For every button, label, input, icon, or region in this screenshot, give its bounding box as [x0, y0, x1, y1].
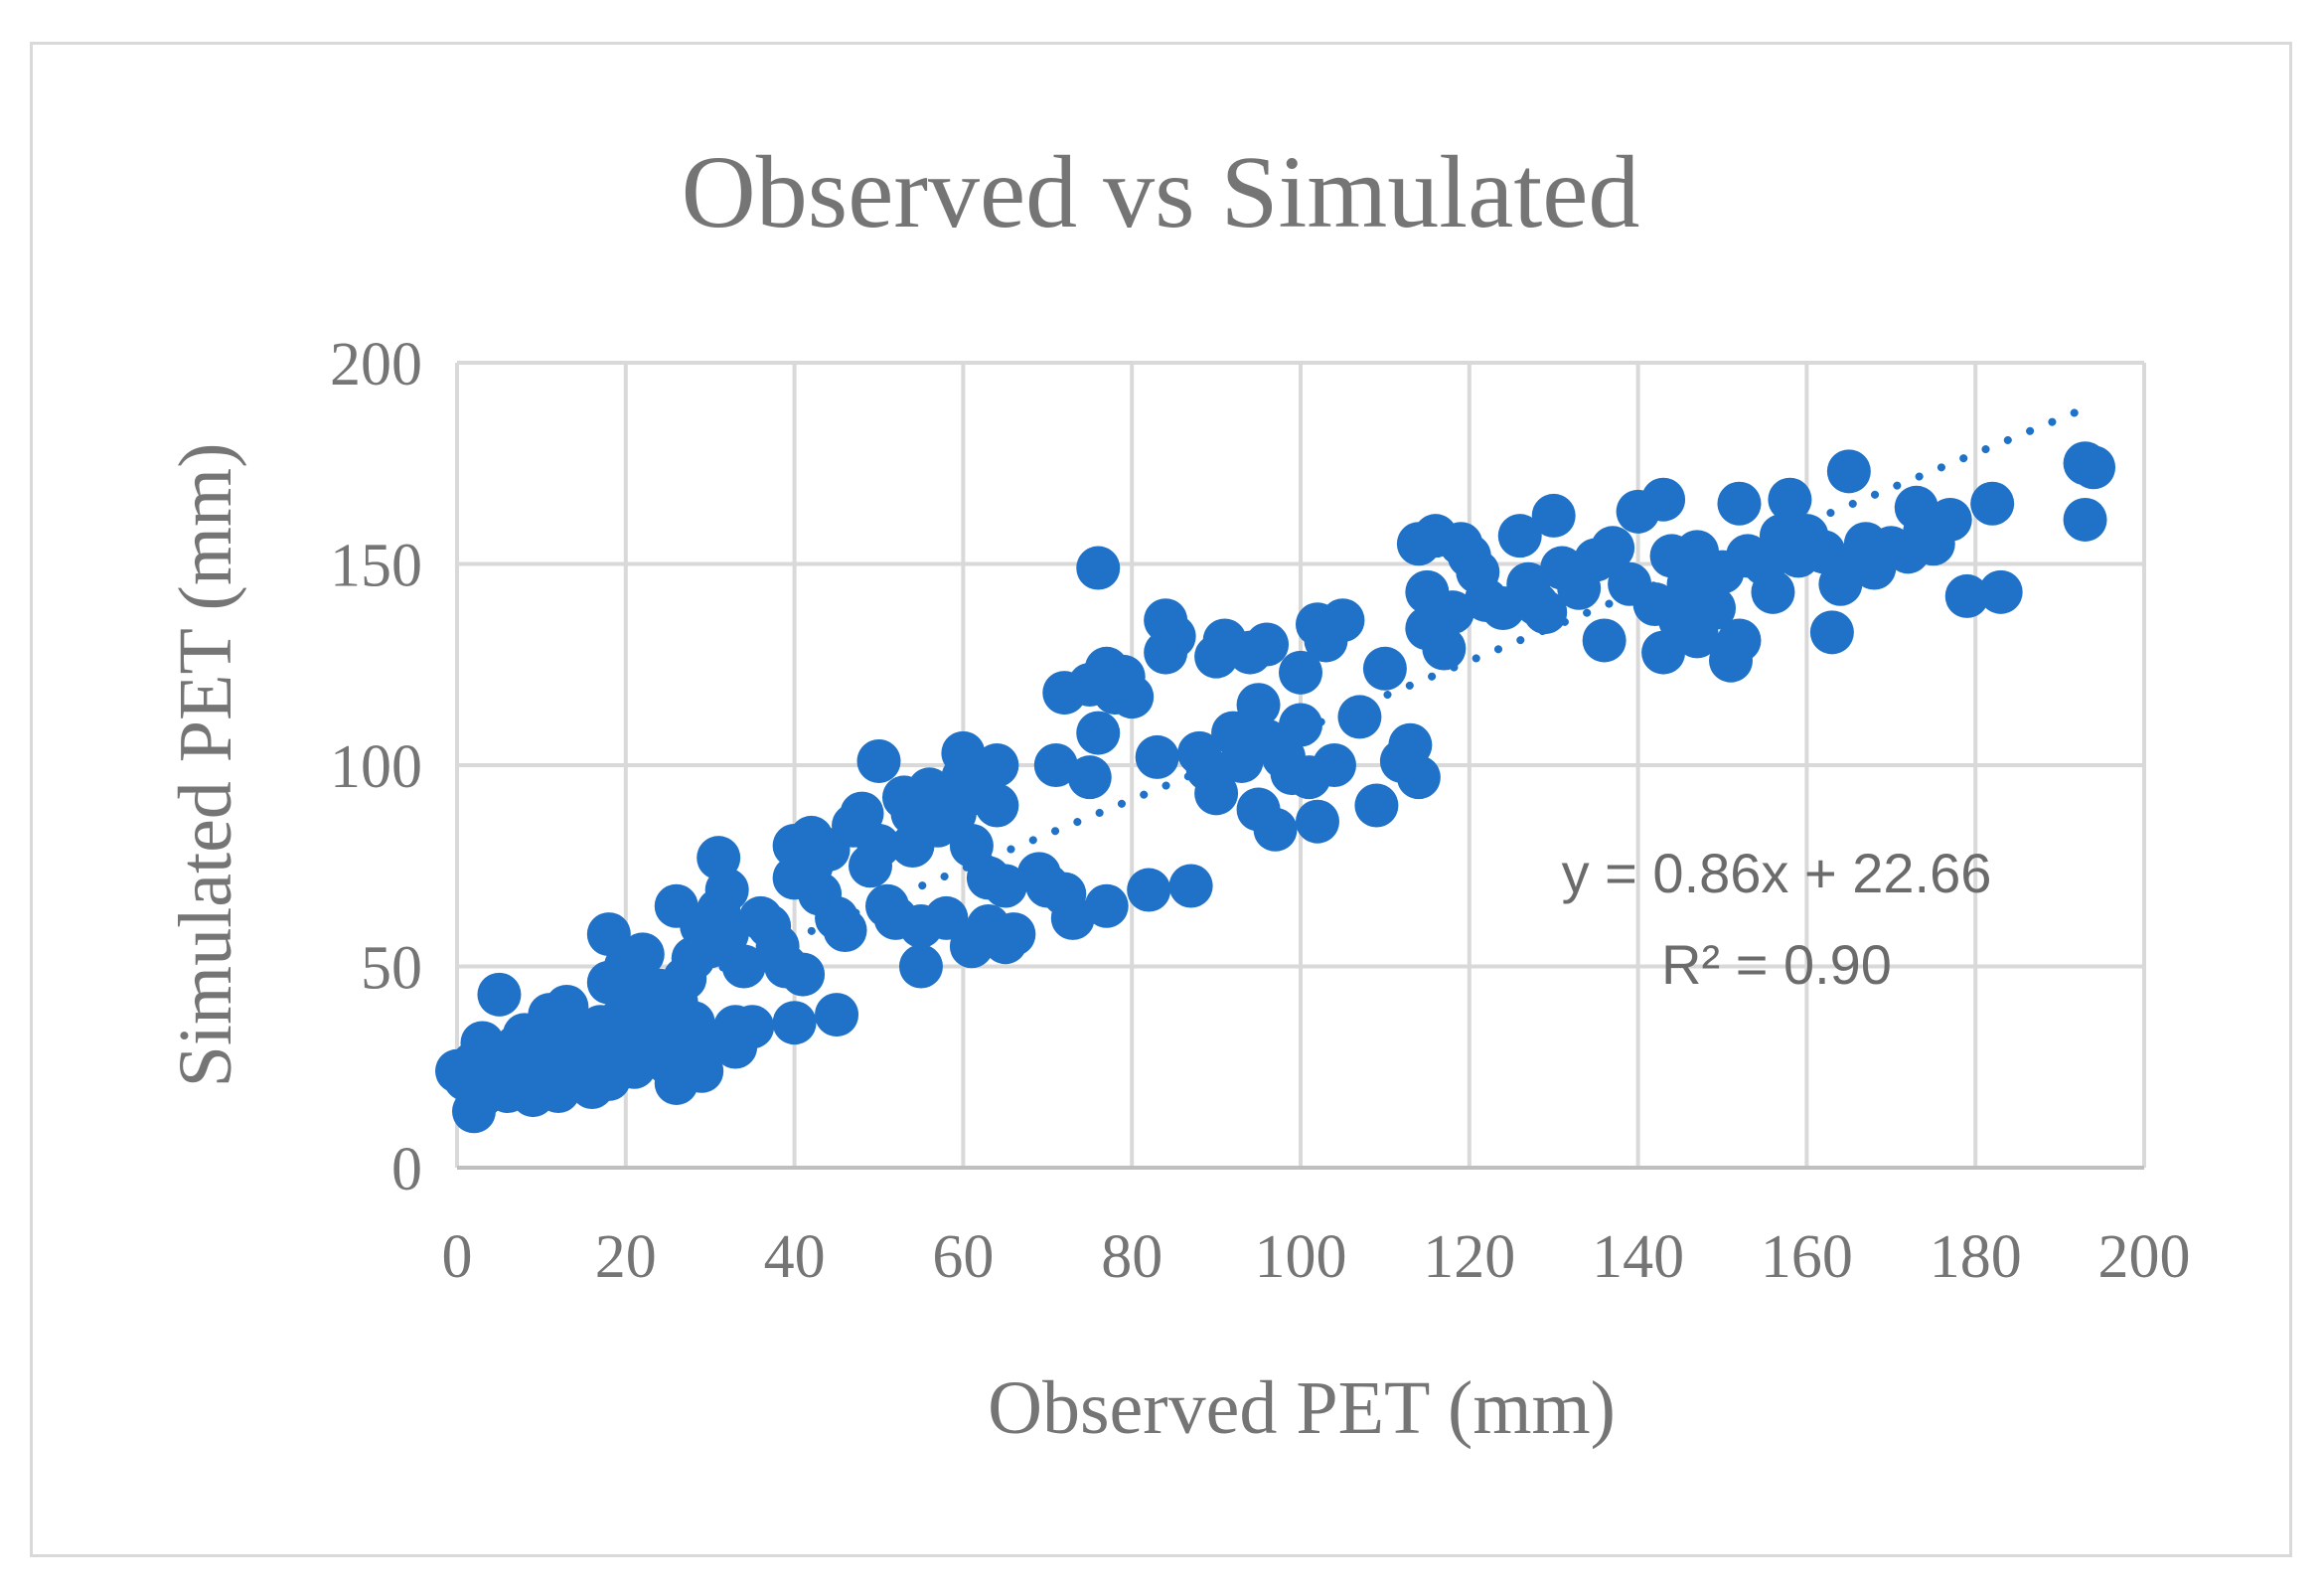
chart-title: Observed vs Simulated [682, 135, 1640, 249]
y-tick-label-0: 0 [391, 1136, 422, 1203]
data-point [815, 993, 859, 1037]
data-point [586, 912, 631, 957]
data-point [721, 944, 766, 989]
data-point [1396, 755, 1441, 800]
data-point [1279, 703, 1322, 747]
data-point [704, 912, 749, 957]
data-point [2063, 497, 2107, 542]
data-point [856, 738, 901, 783]
data-point [1751, 569, 1795, 614]
y-tick-label-50: 50 [361, 935, 422, 1003]
data-point [1582, 618, 1627, 663]
data-point [1067, 755, 1112, 800]
data-point [949, 824, 994, 868]
data-point [1422, 626, 1467, 671]
data-point [620, 932, 665, 977]
data-point [1320, 598, 1365, 643]
data-point [840, 791, 884, 836]
data-point [1497, 514, 1542, 558]
x-tick-label-200: 200 [2098, 1223, 2191, 1291]
data-point [1717, 481, 1762, 526]
data-point [924, 895, 969, 940]
data-point [1076, 546, 1121, 590]
data-point [975, 783, 1019, 828]
x-tick-label-180: 180 [1930, 1223, 2022, 1291]
y-tick-label-150: 150 [330, 533, 422, 600]
data-point [1978, 569, 2023, 614]
data-point [544, 985, 589, 1029]
data-point [1641, 477, 1686, 522]
data-point [823, 908, 867, 953]
data-point [1928, 497, 1972, 542]
y-axis-label: Simulated PET (mm) [164, 443, 247, 1088]
data-point [1152, 614, 1196, 659]
data-point [1033, 743, 1078, 787]
data-point [2072, 445, 2116, 490]
x-tick-label-20: 20 [595, 1223, 657, 1291]
x-tick-label-140: 140 [1592, 1223, 1684, 1291]
data-point [1337, 695, 1382, 739]
data-point [772, 1001, 817, 1045]
data-point [1801, 530, 1846, 574]
data-point [1717, 618, 1762, 663]
data-point [1362, 646, 1407, 691]
data-point [1084, 883, 1129, 928]
data-point [1279, 650, 1322, 695]
data-point [704, 868, 749, 912]
data-point [983, 864, 1027, 908]
x-tick-label-0: 0 [442, 1223, 473, 1291]
x-tick-label-60: 60 [932, 1223, 994, 1291]
data-point [1312, 743, 1356, 787]
data-point [1944, 573, 1989, 618]
x-tick-label-100: 100 [1255, 1223, 1347, 1291]
data-point [1168, 864, 1213, 908]
trendline-equation: y = 0.86x + 22.66 [1562, 842, 1992, 904]
data-point [781, 952, 826, 997]
data-point [1692, 586, 1737, 631]
data-point [1641, 630, 1686, 675]
data-point [1076, 711, 1121, 755]
data-point [1523, 590, 1568, 635]
data-point [975, 743, 1019, 787]
x-tick-label-40: 40 [764, 1223, 826, 1291]
data-point [898, 944, 943, 989]
x-tick-label-80: 80 [1101, 1223, 1162, 1291]
data-point [1135, 734, 1179, 779]
data-point [1127, 868, 1171, 912]
data-point [992, 912, 1036, 957]
data-point [1236, 683, 1281, 727]
data-point [1194, 771, 1239, 816]
data-point [1591, 526, 1635, 570]
data-point [1430, 590, 1474, 635]
data-point [1809, 610, 1854, 655]
data-point [1253, 807, 1298, 852]
data-point [730, 1005, 775, 1049]
x-axis-label: Observed PET (mm) [988, 1366, 1616, 1450]
data-point [1826, 449, 1871, 494]
data-point [1110, 675, 1155, 719]
data-point [1531, 493, 1576, 538]
x-tick-label-160: 160 [1761, 1223, 1853, 1291]
data-point [1245, 622, 1290, 667]
data-point [1970, 481, 2015, 526]
y-tick-label-200: 200 [330, 331, 422, 398]
data-point [856, 824, 901, 868]
x-tick-label-120: 120 [1423, 1223, 1515, 1291]
data-point [1768, 477, 1812, 522]
chart-frame [30, 42, 2292, 1557]
data-point [1050, 895, 1095, 940]
data-point [477, 972, 522, 1017]
data-point [1354, 783, 1399, 828]
tick-labels: 0 20 40 60 80 100 120 140 160 180 200 0 50 100 150 200 [330, 331, 2191, 1291]
trendline-r-squared: R² = 0.90 [1661, 933, 1892, 996]
data-point [1295, 799, 1339, 844]
data-points [435, 441, 2116, 1134]
y-tick-label-100: 100 [330, 733, 422, 801]
